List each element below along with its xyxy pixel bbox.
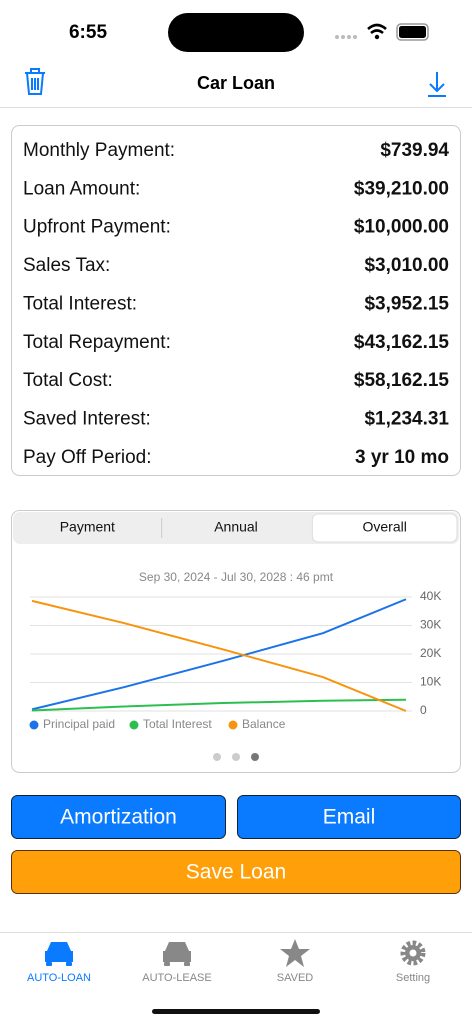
chart-card bbox=[11, 510, 461, 773]
summary-label: Monthly Payment: bbox=[23, 140, 175, 161]
button-label: Save Loan bbox=[186, 861, 286, 884]
legend-label: Balance bbox=[242, 717, 286, 731]
series-line bbox=[31, 599, 407, 712]
summary-label: Total Repayment: bbox=[23, 332, 171, 353]
tab-bar: AUTO-LOAN AUTO-LEASE SAVED Setting bbox=[27, 972, 430, 984]
page-dots bbox=[213, 753, 259, 761]
button-label: Email bbox=[323, 806, 376, 829]
save-button[interactable]: Save Loan bbox=[11, 850, 461, 894]
header-title: Car Loan bbox=[197, 73, 275, 93]
y-tick-label: 30K bbox=[420, 618, 441, 632]
segments: Payment Annual Overall bbox=[60, 513, 458, 543]
home-indicator bbox=[152, 1009, 320, 1014]
wifi bbox=[367, 23, 387, 35]
summary-value: $3,010.00 bbox=[364, 255, 449, 276]
summary-label: Saved Interest: bbox=[23, 408, 151, 429]
segment-label[interactable]: Overall bbox=[362, 519, 406, 535]
summary-value: $39,210.00 bbox=[354, 178, 449, 199]
legend-swatch bbox=[129, 720, 139, 730]
summary-label: Pay Off Period: bbox=[23, 447, 152, 468]
tab-label[interactable]: AUTO-LEASE bbox=[142, 972, 212, 984]
summary-value: 3 yr 10 mo bbox=[355, 447, 449, 468]
signal bbox=[335, 35, 357, 39]
tab-label[interactable]: AUTO-LOAN bbox=[27, 972, 91, 984]
summary-value: $10,000.00 bbox=[354, 217, 449, 238]
y-tick-label: 10K bbox=[420, 675, 441, 689]
tab-icon-car bbox=[45, 942, 73, 966]
segment-label[interactable]: Annual bbox=[214, 519, 258, 535]
email-button[interactable]: Email bbox=[237, 795, 461, 839]
tab-label[interactable]: SAVED bbox=[277, 972, 314, 984]
summary-label: Total Interest: bbox=[23, 293, 137, 314]
legend-swatch bbox=[228, 720, 238, 730]
tab-icon-star bbox=[280, 939, 310, 967]
summary-label: Total Cost: bbox=[23, 370, 113, 391]
tab-label[interactable]: Setting bbox=[396, 972, 430, 984]
series-line bbox=[31, 598, 407, 711]
y-tick-label: 0 bbox=[420, 703, 427, 717]
summary-rows: Monthly Payment: $739.94 Loan Amount: $39,2… bbox=[23, 140, 449, 468]
delete-button[interactable] bbox=[25, 68, 45, 95]
tab-icon-gear bbox=[400, 940, 426, 966]
download-button[interactable] bbox=[428, 72, 446, 97]
summary-card bbox=[11, 125, 461, 476]
summary-value: $739.94 bbox=[380, 140, 449, 161]
summary-label: Loan Amount: bbox=[23, 178, 140, 199]
dynamic-island bbox=[168, 13, 304, 52]
legend-label: Principal paid bbox=[43, 717, 115, 731]
wifi-dot bbox=[374, 34, 380, 40]
segment-selected bbox=[311, 513, 458, 543]
segment-label[interactable]: Payment bbox=[60, 519, 115, 535]
battery-level bbox=[399, 26, 426, 38]
legend-label: Total Interest bbox=[143, 717, 212, 731]
summary-value: $3,952.15 bbox=[364, 293, 449, 314]
plot: 0 10K 20K 30K 40K Principal paid Total Interes… bbox=[29, 589, 441, 731]
summary-value: $1,234.31 bbox=[364, 408, 449, 429]
summary-value: $58,162.15 bbox=[354, 370, 450, 391]
status-time: 6:55 bbox=[69, 22, 107, 43]
tab-icon-car bbox=[163, 942, 191, 966]
series-line bbox=[31, 698, 407, 712]
battery bbox=[396, 23, 429, 41]
y-tick-label: 20K bbox=[420, 646, 441, 660]
legend-swatch bbox=[29, 720, 39, 730]
summary-label: Upfront Payment: bbox=[23, 217, 171, 238]
chart-subtitle: Sep 30, 2024 - Jul 30, 2028 : 46 pmt bbox=[139, 570, 334, 584]
summary-label: Sales Tax: bbox=[23, 255, 110, 276]
amortization-button[interactable]: Amortization bbox=[11, 795, 226, 839]
y-tick-label: 40K bbox=[420, 589, 441, 603]
summary-value: $43,162.15 bbox=[354, 332, 450, 353]
button-label: Amortization bbox=[60, 806, 177, 829]
